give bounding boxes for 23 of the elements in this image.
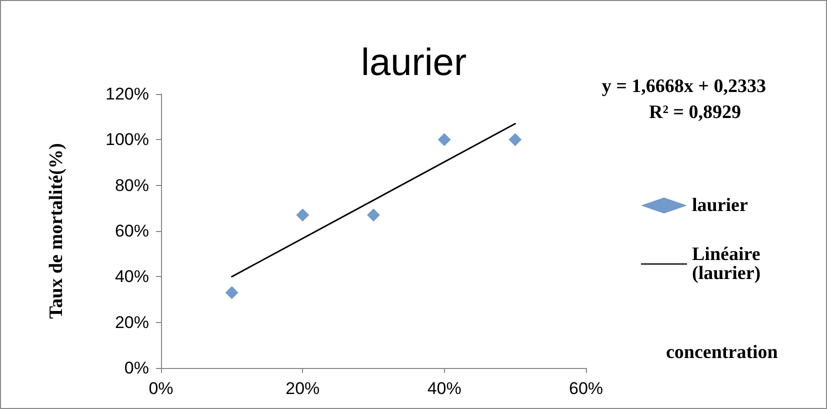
y-tick-label: 0% [124, 358, 149, 378]
legend-label: laurier [692, 195, 748, 216]
chart-title: laurier [361, 42, 467, 84]
y-axis-title: Taux de mortalité(%) [46, 143, 67, 319]
y-tick-label: 120% [106, 84, 149, 104]
x-axis-title: concentration [666, 342, 778, 363]
x-tick-label: 60% [568, 379, 604, 398]
y-tick-label: 40% [114, 267, 149, 286]
y-tick-label: 80% [114, 176, 149, 195]
x-tick-label: 20% [286, 379, 320, 398]
point [438, 133, 451, 146]
x-tick-label: 40% [427, 379, 462, 398]
point [296, 208, 310, 222]
x-tick-label: 0% [148, 379, 174, 398]
point [225, 286, 238, 300]
y-tick-label: 100% [106, 130, 149, 150]
point [367, 208, 380, 222]
y-tick-label: 20% [114, 312, 149, 332]
y-tick-label: 60% [114, 222, 149, 240]
point [508, 133, 522, 146]
legend-label: Linéaire (laurier) [692, 244, 766, 284]
text: y = 1,6668x + 0,2333 [602, 76, 766, 97]
text: R² = 0,8929 [649, 102, 742, 123]
